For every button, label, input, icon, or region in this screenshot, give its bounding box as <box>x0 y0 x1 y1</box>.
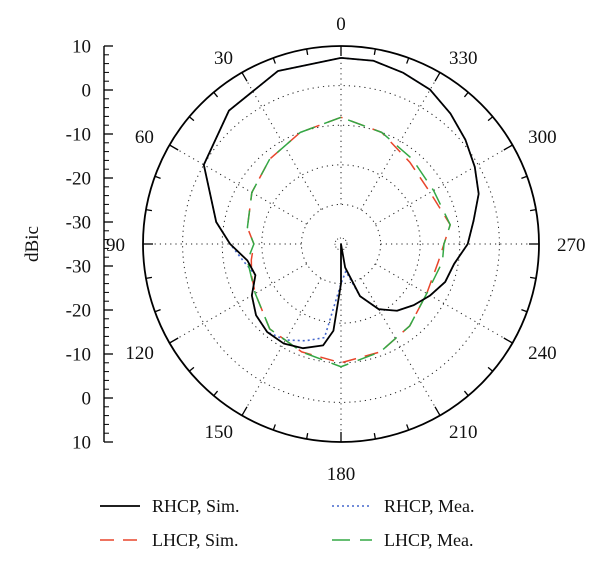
r-tick-label: -20 <box>66 301 91 322</box>
r-tick-label: 0 <box>82 389 92 410</box>
angle-tick <box>521 175 528 179</box>
angle-label-60: 60 <box>135 127 154 148</box>
angle-tick <box>503 144 513 151</box>
angle-tick <box>529 276 537 280</box>
r-tick-label: -20 <box>66 169 91 190</box>
legend-label: RHCP, Sim. <box>152 496 240 516</box>
y-axis-label: dBic <box>22 226 43 262</box>
angle-tick <box>434 406 441 416</box>
grid-spoke <box>375 263 513 344</box>
legend-label: LHCP, Mea. <box>384 530 474 550</box>
angle-tick <box>373 432 377 440</box>
angle-tick <box>213 91 219 98</box>
angle-tick <box>305 48 309 56</box>
grid-spoke <box>169 144 307 225</box>
series-line-3 <box>246 116 451 368</box>
grid-spoke <box>241 72 322 210</box>
angle-label-210: 210 <box>449 422 478 443</box>
angle-tick <box>406 424 410 431</box>
grid-spoke <box>241 278 322 416</box>
grid-spoke <box>360 72 441 210</box>
angle-tick <box>169 144 179 151</box>
angle-label-90: 90 <box>106 235 125 256</box>
grid-spoke <box>169 263 307 344</box>
series-line-1 <box>246 116 451 364</box>
angle-tick <box>434 72 441 82</box>
angle-label-0: 0 <box>336 14 346 35</box>
angle-tick <box>241 72 248 82</box>
radial-axis: 10 0 -10 -20 -30 -30 -20 -10 0 10 <box>66 37 113 454</box>
r-tick-label: -30 <box>66 257 91 278</box>
legend-item: RHCP, Sim. <box>100 496 240 516</box>
r-tick-label: -30 <box>66 213 91 234</box>
angle-label-300: 300 <box>528 127 557 148</box>
grid-ring <box>300 203 382 285</box>
legend-item: RHCP, Mea. <box>332 496 475 516</box>
r-tick-label: 10 <box>72 37 91 58</box>
angle-tick <box>373 48 377 56</box>
angle-tick <box>406 57 410 64</box>
angle-tick <box>487 366 494 372</box>
r-tick-label: 0 <box>82 81 92 102</box>
angle-label-180: 180 <box>327 464 356 485</box>
r-tick-label: -10 <box>66 345 91 366</box>
r-tick-label: 10 <box>72 433 91 454</box>
grid-spoke <box>375 144 513 225</box>
angle-tick <box>463 91 469 98</box>
angle-tick <box>503 337 513 344</box>
grid-ring <box>182 85 500 403</box>
angle-tick <box>154 309 161 313</box>
angle-label-150: 150 <box>205 422 234 443</box>
angle-tick <box>188 116 195 122</box>
grid-spoke <box>360 278 441 416</box>
angle-tick <box>213 390 219 397</box>
angle-tick <box>145 276 153 280</box>
angle-tick <box>154 175 161 179</box>
angle-label-330: 330 <box>449 48 478 69</box>
series-line-0 <box>202 56 480 350</box>
angle-label-270: 270 <box>557 235 586 256</box>
angle-tick <box>305 432 309 440</box>
legend-item: LHCP, Mea. <box>332 530 474 550</box>
angle-tick <box>529 208 537 212</box>
angle-labels: 0 30 60 90 120 150 180 210 240 270 300 330 <box>106 14 586 485</box>
angle-tick <box>272 57 276 64</box>
angle-tick <box>145 208 153 212</box>
grid-ring <box>261 164 421 324</box>
angle-label-30: 30 <box>214 48 233 69</box>
angle-tick <box>272 424 276 431</box>
series-layer <box>202 56 480 368</box>
legend-label: RHCP, Mea. <box>384 496 475 516</box>
angle-tick <box>487 116 494 122</box>
angle-tick <box>188 366 195 372</box>
angle-tick <box>463 390 469 397</box>
r-tick-label: -10 <box>66 125 91 146</box>
angle-tick <box>521 309 528 313</box>
outer-circle-layer <box>142 45 540 443</box>
legend: RHCP, Sim. RHCP, Mea. LHCP, Sim. LHCP, Mea. <box>100 496 475 550</box>
angle-label-240: 240 <box>528 343 557 364</box>
legend-label: LHCP, Sim. <box>152 530 239 550</box>
legend-item: LHCP, Sim. <box>100 530 239 550</box>
polar-grid <box>143 46 539 442</box>
angle-tick <box>169 337 179 344</box>
angle-tick <box>241 406 248 416</box>
angle-label-120: 120 <box>125 343 154 364</box>
